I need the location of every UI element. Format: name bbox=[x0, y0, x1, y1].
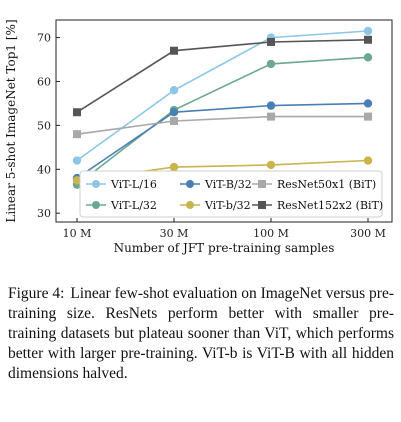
series-points bbox=[72, 26, 373, 189]
data-point bbox=[72, 156, 82, 165]
y-tick-label: 40 bbox=[37, 163, 51, 176]
legend: ViT-L/16 ViT-B/32 ResNet50x1 (BiT) ViT-L/32… bbox=[79, 170, 383, 218]
data-point bbox=[72, 176, 82, 185]
legend-swatch-marker bbox=[258, 180, 266, 188]
x-axis: 10 M 30 M 100 M 300 M bbox=[63, 218, 386, 240]
legend-label: ViT-L/32 bbox=[110, 199, 157, 212]
x-tick-label: 10 M bbox=[63, 227, 92, 240]
line-chart: 30 40 50 60 70 10 M 30 M 100 M 300 M Number of … bbox=[4, 19, 393, 255]
legend-swatch-marker bbox=[258, 201, 266, 209]
x-axis-title: Number of JFT pre-training samples bbox=[114, 241, 335, 255]
data-point bbox=[169, 108, 179, 117]
data-point bbox=[169, 162, 179, 172]
y-tick-label: 60 bbox=[37, 75, 51, 88]
series-line bbox=[76, 56, 369, 186]
legend-label: ResNet152x2 (BiT) bbox=[277, 199, 383, 212]
legend-label: ViT-B/32 bbox=[204, 178, 252, 191]
data-point bbox=[266, 160, 276, 170]
data-point bbox=[169, 86, 179, 95]
x-tick-label: 300 M bbox=[350, 227, 386, 240]
data-point bbox=[266, 101, 276, 110]
figure-caption: Figure 4: Linear few-shot evaluation on … bbox=[8, 284, 394, 384]
y-tick-label: 70 bbox=[37, 32, 51, 45]
plot-frame bbox=[55, 19, 393, 223]
data-point bbox=[363, 99, 373, 108]
data-point bbox=[266, 59, 276, 69]
data-point bbox=[73, 130, 81, 139]
series-line bbox=[76, 39, 369, 113]
data-point bbox=[73, 108, 81, 117]
data-point bbox=[363, 26, 373, 36]
series-line bbox=[76, 30, 369, 162]
data-point bbox=[364, 112, 372, 121]
series-line bbox=[76, 115, 368, 135]
y-axis: 30 40 50 60 70 bbox=[37, 32, 60, 220]
series-line bbox=[76, 102, 369, 179]
legend-label: ViT-L/16 bbox=[110, 178, 157, 191]
caption-text: Linear few-shot evaluation on ImageNet v… bbox=[8, 285, 395, 382]
data-point bbox=[364, 35, 372, 44]
series-lines bbox=[76, 30, 369, 186]
data-point bbox=[170, 46, 178, 55]
y-tick-label: 30 bbox=[37, 207, 51, 220]
legend-swatch-marker bbox=[186, 180, 194, 188]
data-point bbox=[267, 112, 275, 121]
caption-label: Figure 4: bbox=[8, 285, 65, 302]
x-tick-label: 30 M bbox=[160, 227, 189, 240]
legend-label: ResNet50x1 (BiT) bbox=[277, 178, 376, 191]
x-tick-label: 100 M bbox=[253, 227, 289, 240]
legend-label: ViT-b/32 bbox=[204, 199, 251, 212]
data-point bbox=[363, 53, 373, 62]
legend-swatch-marker bbox=[92, 180, 100, 188]
data-point bbox=[363, 156, 373, 165]
data-point bbox=[170, 117, 178, 125]
legend-box bbox=[79, 170, 383, 218]
legend-swatch-marker bbox=[186, 201, 194, 209]
y-axis-title: Linear 5-shot ImageNet Top1 [%] bbox=[4, 19, 18, 222]
data-point bbox=[267, 37, 275, 46]
y-tick-label: 50 bbox=[37, 119, 51, 132]
legend-swatch-marker bbox=[92, 201, 100, 209]
